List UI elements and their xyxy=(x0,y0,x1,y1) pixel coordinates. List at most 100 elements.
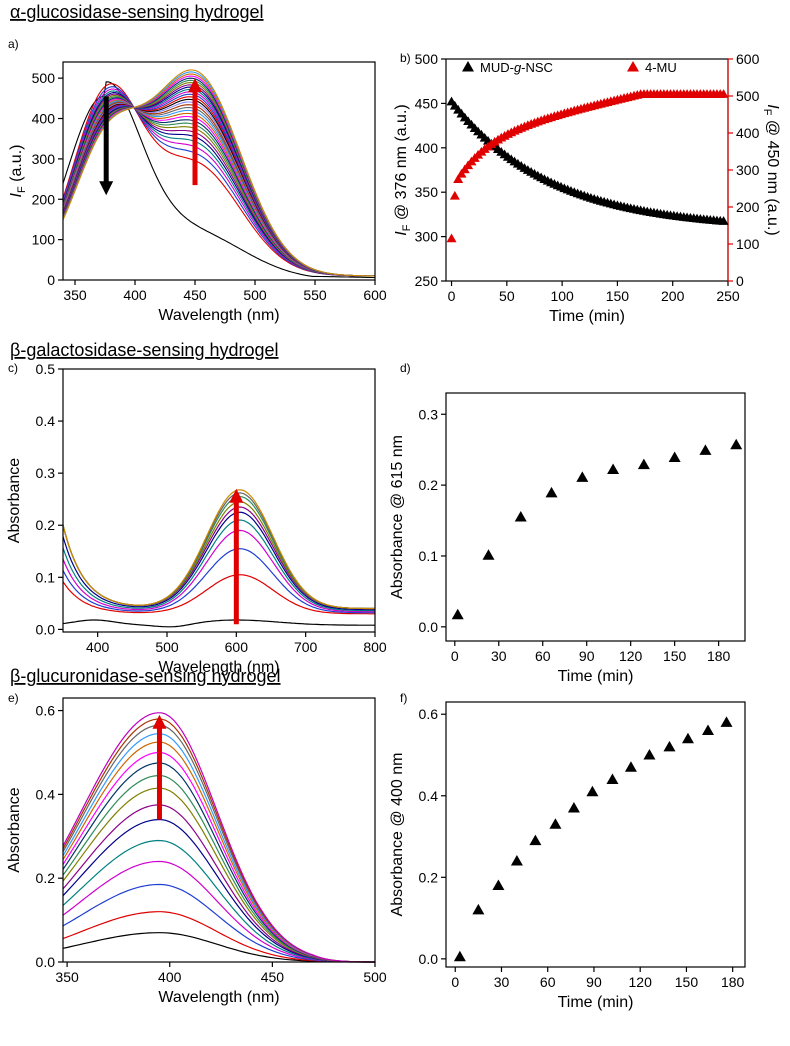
data-point-triangle xyxy=(730,438,743,450)
plot-frame xyxy=(62,697,376,963)
data-point-triangle xyxy=(492,879,505,890)
y-tick-label: 0.4 xyxy=(36,786,56,802)
x-tick-label: 400 xyxy=(158,969,182,985)
title-beta-galactosidase: β-galactosidase-sensing hydrogel xyxy=(10,340,279,360)
y-tick-label: 0.0 xyxy=(419,619,439,635)
data-point-triangle xyxy=(681,732,694,744)
chart-f-absorbance-400: 0 30 60 90 120 150 180 0.0 0.2 0.4 0.6 Time (min) Ab… xyxy=(389,701,746,1011)
data-point-triangle xyxy=(446,233,457,243)
x-tick-label: 180 xyxy=(707,648,731,664)
y-axis-label: Absorbance @ 615 nm xyxy=(389,435,406,599)
y-axis-label: IF (a.u.) xyxy=(8,145,28,198)
y-tick-label: 500 xyxy=(32,70,56,86)
spectrum-curve xyxy=(62,774,375,963)
data-point-triangle xyxy=(456,168,467,178)
x-tick-label: 500 xyxy=(155,639,179,655)
y-tick-label: 0.1 xyxy=(36,569,56,585)
data-point-triangle xyxy=(576,471,589,482)
spectrum-curve xyxy=(62,574,375,615)
y-tick-label: 450 xyxy=(415,95,439,111)
x-tick-label: 450 xyxy=(261,969,285,985)
chart-d-absorbance-615: 0 30 60 90 120 150 180 0.0 0.1 0.2 0.3 Time (min) Ab… xyxy=(389,392,746,685)
arrow-head xyxy=(188,78,202,93)
spectrum-curve xyxy=(62,911,375,963)
data-point-triangle xyxy=(586,785,599,797)
x-tick-label: 60 xyxy=(535,648,551,664)
panel-label-b: b) xyxy=(400,51,411,65)
x-tick-label: 450 xyxy=(183,287,207,303)
data-point-triangle xyxy=(472,903,485,915)
x-axis-label: Wavelength (nm) xyxy=(158,989,279,1006)
data-point-triangle xyxy=(514,511,527,522)
x-axis-label: Wavelength (nm) xyxy=(158,659,279,676)
x-tick-label: 30 xyxy=(494,974,510,990)
y-tick-label: 0.0 xyxy=(419,951,439,967)
spectrum-curve xyxy=(62,932,375,963)
x-tick-label: 100 xyxy=(550,288,574,304)
y-right-tick-label: 100 xyxy=(736,236,760,252)
data-point-triangle xyxy=(702,724,715,736)
y-tick-label: 100 xyxy=(32,232,56,248)
x-tick-label: 120 xyxy=(629,974,653,990)
y-tick-label: 400 xyxy=(32,111,56,127)
x-tick-label: 50 xyxy=(499,288,515,304)
y-right-tick-label: 600 xyxy=(736,51,760,67)
spectrum-curve xyxy=(62,69,375,277)
data-point-triangle xyxy=(720,716,733,727)
panel-label-d: d) xyxy=(400,361,411,375)
x-tick-label: 400 xyxy=(86,639,110,655)
y-tick-label: 0.4 xyxy=(419,788,439,804)
y-tick-label: 0.0 xyxy=(36,954,56,970)
y-right-tick-label: 0 xyxy=(736,273,744,289)
chart-a-emission-spectra: 350 400 450 500 550 600 0 100 200 300 400 500 Wavele… xyxy=(8,61,387,324)
data-point-triangle xyxy=(627,61,639,72)
x-tick-label: 60 xyxy=(540,974,556,990)
x-tick-label: 550 xyxy=(303,287,327,303)
x-tick-label: 350 xyxy=(55,969,79,985)
spectrum-curve xyxy=(62,751,375,963)
y-tick-label: 350 xyxy=(415,184,439,200)
data-point-triangle xyxy=(453,950,466,962)
x-tick-label: 700 xyxy=(294,639,318,655)
spectrum-curve xyxy=(62,81,375,279)
spectrum-curve xyxy=(62,511,375,611)
y-tick-label: 0.4 xyxy=(36,413,56,429)
spectrum-curve xyxy=(62,724,375,963)
spectrum-curve xyxy=(62,529,375,613)
y-axis-label: Absorbance xyxy=(6,787,23,872)
x-tick-label: 0 xyxy=(448,288,456,304)
spectrum-curve xyxy=(62,619,375,628)
y-tick-label: 0.0 xyxy=(36,621,56,637)
data-point-triangle xyxy=(663,740,676,752)
data-point-triangle xyxy=(643,749,656,760)
spectrum-curve xyxy=(62,101,375,277)
chart-e-absorbance-spectra: 350 400 450 500 0.0 0.2 0.4 0.6 Wavelength (nm) A… xyxy=(6,697,387,1006)
data-point-triangle xyxy=(607,463,620,475)
x-axis-label: Time (min) xyxy=(558,668,634,685)
x-tick-label: 30 xyxy=(491,648,507,664)
y-tick-label: 0.2 xyxy=(419,477,439,493)
y-tick-label: 0.3 xyxy=(36,465,56,481)
spectrum-curve xyxy=(62,501,375,610)
x-tick-label: 600 xyxy=(363,287,387,303)
spectrum-curve xyxy=(62,787,375,963)
arrow-head xyxy=(229,488,244,503)
panel-label-e: e) xyxy=(8,691,19,705)
x-tick-label: 250 xyxy=(716,288,740,304)
data-point-triangle xyxy=(718,216,729,225)
x-tick-label: 600 xyxy=(225,639,249,655)
data-point-triangle xyxy=(482,549,495,560)
x-tick-label: 90 xyxy=(579,648,595,664)
y-tick-label: 0.6 xyxy=(419,706,439,722)
x-tick-label: 150 xyxy=(675,974,699,990)
y-tick-label: 0.6 xyxy=(36,703,56,719)
x-tick-label: 800 xyxy=(363,639,387,655)
y-tick-label: 0.5 xyxy=(36,361,56,377)
y-tick-label: 250 xyxy=(415,273,439,289)
spectrum-curve xyxy=(62,506,375,610)
x-tick-label: 120 xyxy=(619,648,643,664)
panel-label-c: c) xyxy=(8,361,18,375)
x-tick-label: 180 xyxy=(721,974,745,990)
chart-c-absorbance-spectra: 400 500 600 700 800 0.0 0.1 0.2 0.3 0.4 0.5 Wavelen… xyxy=(6,361,387,676)
arrow-head xyxy=(99,181,114,196)
